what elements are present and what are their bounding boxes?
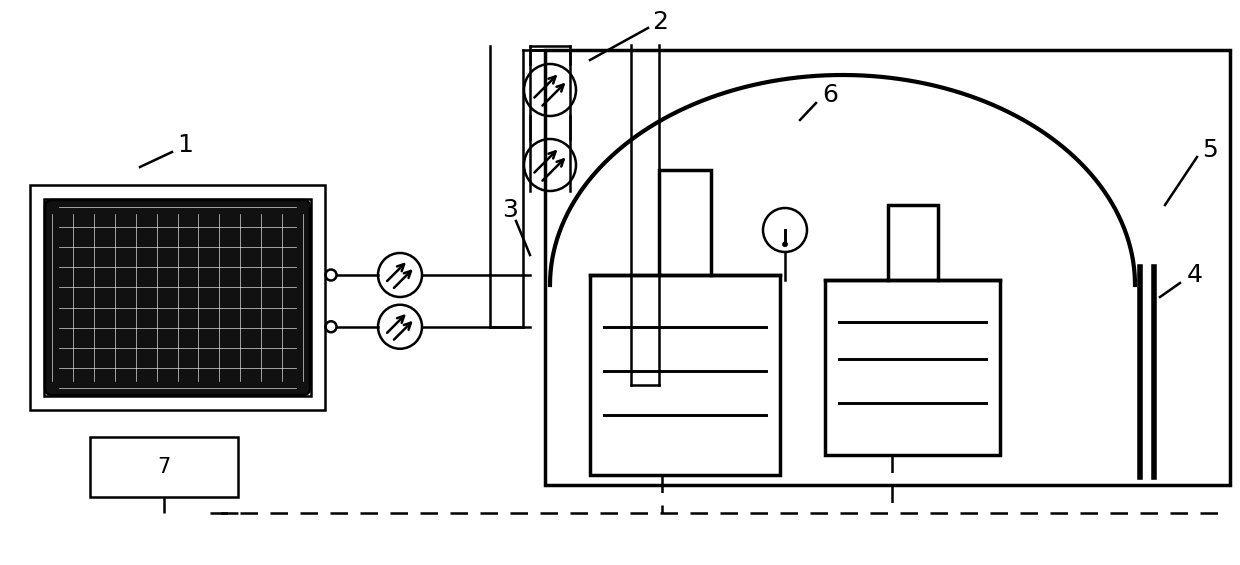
Bar — [658, 170, 711, 275]
FancyBboxPatch shape — [45, 200, 310, 395]
Bar — [825, 280, 999, 455]
Text: 1: 1 — [177, 133, 193, 157]
Text: 7: 7 — [157, 457, 171, 477]
Bar — [30, 185, 325, 410]
Text: 3: 3 — [502, 198, 518, 222]
Bar — [888, 205, 937, 280]
Bar — [43, 199, 311, 396]
Text: 6: 6 — [822, 83, 838, 107]
Bar — [91, 437, 238, 497]
Bar — [546, 50, 1230, 485]
Text: 4: 4 — [1187, 263, 1203, 287]
Text: 5: 5 — [1202, 138, 1218, 162]
Circle shape — [782, 242, 787, 247]
Bar — [590, 275, 780, 475]
Text: 2: 2 — [652, 10, 668, 34]
